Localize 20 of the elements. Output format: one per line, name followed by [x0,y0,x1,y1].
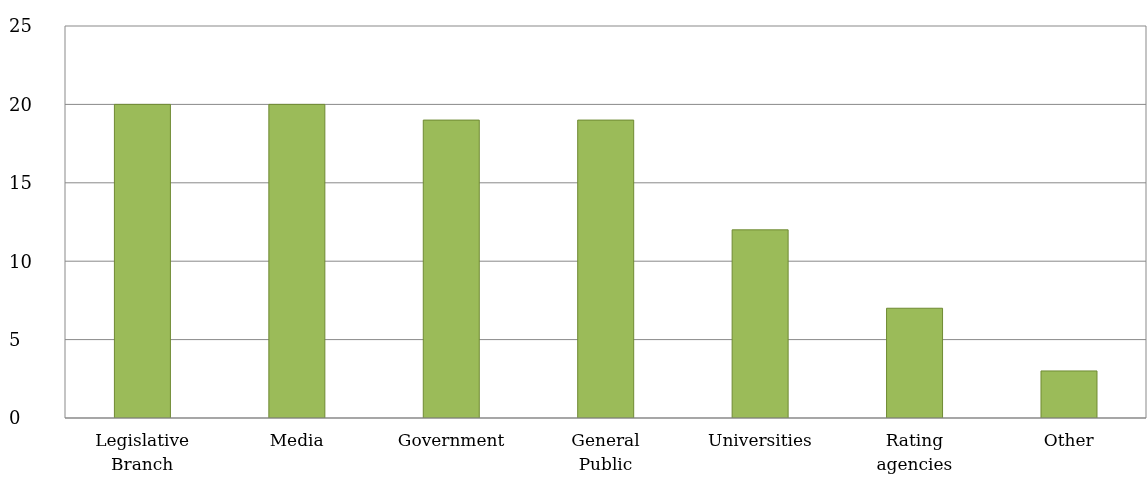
x-tick-label: Media [269,430,324,451]
x-tick-label: General Public [571,430,640,475]
y-tick-label: 20 [9,93,32,115]
x-tick-label: Other [1043,430,1095,451]
bar [886,307,944,418]
bar [113,103,171,418]
bar [1040,370,1098,418]
bar [268,103,326,418]
bar [422,119,480,418]
y-tick-label: 0 [9,407,21,429]
x-tick-label: Universities [708,430,812,451]
y-tick-label: 25 [9,15,32,37]
x-tick-label: Legislative Branch [95,430,190,475]
x-tick-label: Rating agencies [876,430,953,475]
bar [731,229,789,418]
y-tick-label: 10 [9,250,32,272]
y-tick-label: 5 [9,328,21,350]
x-tick-label: Government [397,430,505,451]
bar [577,119,635,418]
y-tick-label: 15 [9,172,32,194]
